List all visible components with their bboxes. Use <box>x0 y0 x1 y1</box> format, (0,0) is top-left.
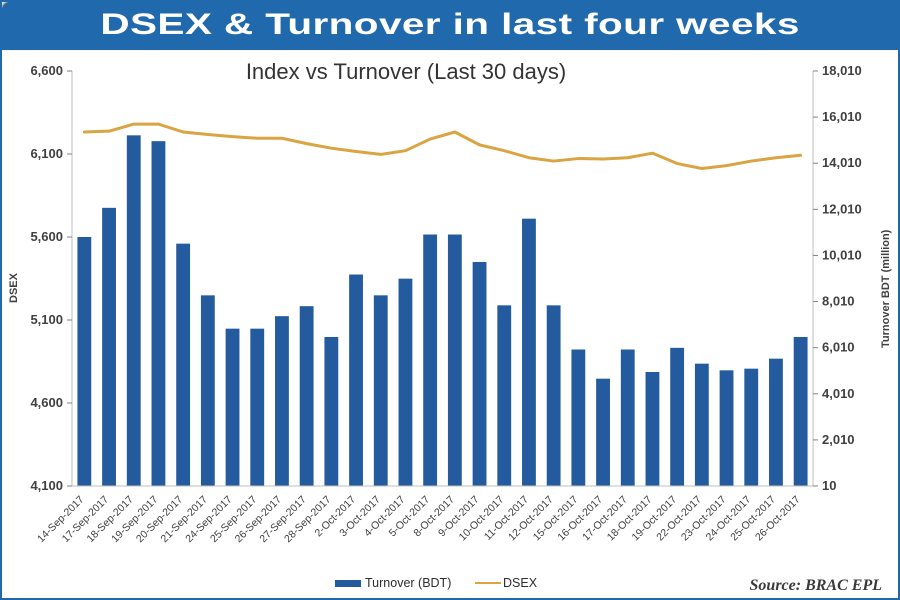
svg-text:4,100: 4,100 <box>30 478 63 493</box>
svg-text:10,010: 10,010 <box>822 247 862 262</box>
svg-text:5,600: 5,600 <box>30 229 63 244</box>
svg-text:12,010: 12,010 <box>822 201 862 216</box>
svg-text:6,600: 6,600 <box>30 63 63 78</box>
svg-text:16,010: 16,010 <box>822 109 862 124</box>
svg-text:14,010: 14,010 <box>822 155 862 170</box>
svg-text:5,100: 5,100 <box>30 312 63 327</box>
svg-text:4,600: 4,600 <box>30 395 63 410</box>
svg-text:4,010: 4,010 <box>822 386 855 401</box>
svg-text:6,010: 6,010 <box>822 340 855 355</box>
svg-text:18,010: 18,010 <box>822 63 862 78</box>
svg-text:6,100: 6,100 <box>30 146 63 161</box>
svg-text:2,010: 2,010 <box>822 432 855 447</box>
svg-text:8,010: 8,010 <box>822 294 855 309</box>
svg-text:10: 10 <box>822 478 836 493</box>
